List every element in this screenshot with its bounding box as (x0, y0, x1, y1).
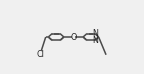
Text: N: N (92, 36, 98, 45)
Text: O: O (70, 32, 77, 42)
Text: N: N (92, 29, 98, 38)
Text: Cl: Cl (37, 50, 44, 59)
